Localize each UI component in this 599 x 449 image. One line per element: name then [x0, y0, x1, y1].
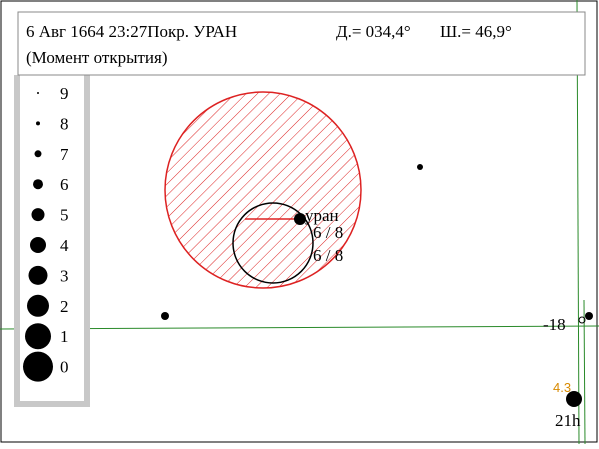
legend: 9 8 7 6 5 4 3 2 1 0: [23, 84, 69, 382]
star: [566, 391, 582, 407]
moment: (Момент открытия): [26, 48, 168, 67]
legend-dot: [34, 150, 42, 158]
mag-label: 4.3: [553, 380, 571, 395]
legend-label: 1: [60, 327, 69, 346]
latitude: Ш.= 46,9°: [440, 22, 512, 41]
legend-dot: [27, 294, 49, 317]
ratio-label: 6 / 8: [313, 246, 343, 265]
event-date: 6 Авг 1664 23:27Покр. УРАН: [26, 22, 237, 41]
longitude: Д.= 034,4°: [336, 22, 411, 41]
legend-dot: [31, 208, 45, 222]
ra-label: 21h: [555, 411, 581, 430]
legend-label: 4: [60, 236, 69, 255]
moon-disk: [164, 91, 362, 289]
legend-body: [20, 75, 84, 401]
legend-dot: [28, 265, 48, 285]
legend-label: 5: [60, 206, 69, 225]
star: [578, 316, 586, 324]
info-box: [17, 11, 586, 76]
declination-line: [0, 325, 599, 330]
ra-line: [583, 299, 586, 445]
ratio-label: 6 / 8: [313, 223, 343, 242]
legend-label: 2: [60, 297, 69, 316]
legend-label: 6: [60, 175, 69, 194]
dec-label: -18: [543, 315, 566, 334]
star: [417, 164, 423, 170]
planet-label: уран: [305, 206, 339, 225]
legend-label: 3: [60, 266, 69, 285]
legend-dot: [23, 351, 53, 382]
legend-dot: [33, 179, 43, 190]
legend-dot: [25, 323, 51, 350]
legend-dot: [30, 237, 46, 253]
legend-label: 9: [60, 84, 69, 103]
star: [585, 312, 593, 320]
legend-label: 7: [60, 145, 69, 164]
legend-label: 8: [60, 114, 69, 133]
legend-label: 0: [60, 358, 69, 377]
planet-dot: [294, 213, 306, 225]
legend-dot: [36, 121, 40, 126]
planet-circle: [232, 202, 314, 284]
star: [161, 312, 169, 320]
legend-dot: [37, 92, 39, 94]
